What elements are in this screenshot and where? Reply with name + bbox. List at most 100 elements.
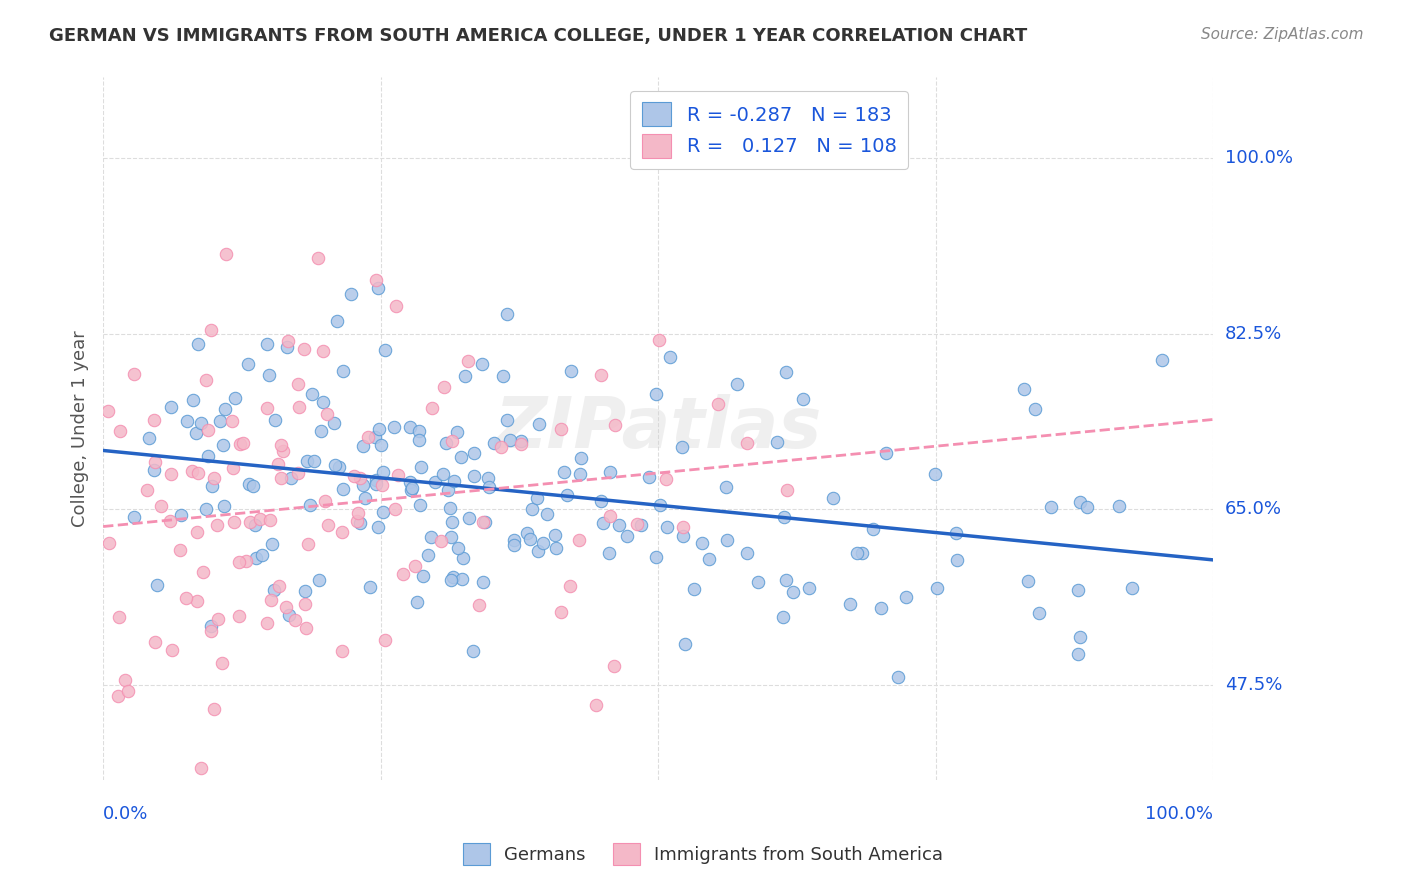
Point [207, 612, 229, 626]
Point [243, 517, 266, 532]
Point [735, 546, 758, 560]
Point [190, 416, 212, 430]
Point [373, 505, 395, 519]
Point [202, 701, 225, 715]
Point [284, 613, 307, 627]
Point [1069, 495, 1091, 509]
Text: Source: ZipAtlas.com: Source: ZipAtlas.com [1201, 27, 1364, 42]
Point [544, 528, 567, 542]
Point [782, 584, 804, 599]
Point [143, 455, 166, 469]
Point [478, 480, 501, 494]
Point [707, 397, 730, 411]
Point [630, 518, 652, 533]
Point [294, 583, 316, 598]
Point [122, 509, 145, 524]
Point [406, 595, 429, 609]
Point [364, 476, 387, 491]
Point [408, 424, 430, 438]
Point [276, 599, 298, 614]
Point [287, 466, 309, 480]
Text: 47.5%: 47.5% [1225, 676, 1282, 694]
Point [367, 520, 389, 534]
Point [471, 574, 494, 589]
Point [332, 482, 354, 496]
Point [205, 517, 228, 532]
Point [477, 471, 499, 485]
Point [214, 402, 236, 417]
Point [430, 534, 453, 549]
Point [399, 475, 422, 489]
Point [673, 637, 696, 651]
Point [371, 478, 394, 492]
Point [346, 507, 368, 521]
Point [638, 469, 661, 483]
Point [146, 578, 169, 592]
Point [191, 565, 214, 579]
Point [117, 684, 139, 698]
Point [249, 511, 271, 525]
Point [169, 543, 191, 558]
Point [440, 574, 463, 588]
Y-axis label: College, Under 1 year: College, Under 1 year [72, 331, 89, 527]
Point [287, 377, 309, 392]
Point [550, 422, 572, 436]
Point [1076, 500, 1098, 515]
Point [591, 494, 613, 508]
Point [598, 546, 620, 560]
Point [516, 526, 538, 541]
Point [108, 610, 131, 624]
Point [322, 417, 344, 431]
Point [520, 502, 543, 516]
Point [307, 251, 329, 265]
Point [367, 281, 389, 295]
Point [349, 470, 371, 484]
Point [159, 514, 181, 528]
Point [316, 517, 339, 532]
Point [245, 551, 267, 566]
Point [776, 483, 799, 497]
Point [332, 363, 354, 377]
Point [398, 419, 420, 434]
Point [432, 467, 454, 482]
Point [839, 597, 862, 611]
Point [399, 483, 422, 497]
Point [232, 435, 254, 450]
Point [236, 357, 259, 371]
Point [122, 367, 145, 381]
Point [1152, 352, 1174, 367]
Point [434, 436, 457, 450]
Point [607, 518, 630, 533]
Point [823, 491, 845, 505]
Point [187, 336, 209, 351]
Point [716, 533, 738, 547]
Point [170, 508, 193, 522]
Point [330, 524, 353, 539]
Point [775, 574, 797, 588]
Point [527, 544, 550, 558]
Point [454, 368, 477, 383]
Point [366, 473, 388, 487]
Point [420, 530, 443, 544]
Point [270, 471, 292, 485]
Point [474, 515, 496, 529]
Point [202, 471, 225, 485]
Point [569, 467, 592, 481]
Point [451, 573, 474, 587]
Point [135, 483, 157, 498]
Point [340, 287, 363, 301]
Point [256, 337, 278, 351]
Point [184, 425, 207, 440]
Point [382, 420, 405, 434]
Point [1067, 583, 1090, 598]
Text: GERMAN VS IMMIGRANTS FROM SOUTH AMERICA COLLEGE, UNDER 1 YEAR CORRELATION CHART: GERMAN VS IMMIGRANTS FROM SOUTH AMERICA … [49, 27, 1028, 45]
Point [384, 502, 406, 516]
Point [846, 546, 869, 560]
Point [228, 608, 250, 623]
Point [544, 541, 567, 555]
Point [159, 400, 181, 414]
Point [256, 615, 278, 630]
Point [502, 533, 524, 547]
Point [725, 376, 748, 391]
Point [160, 642, 183, 657]
